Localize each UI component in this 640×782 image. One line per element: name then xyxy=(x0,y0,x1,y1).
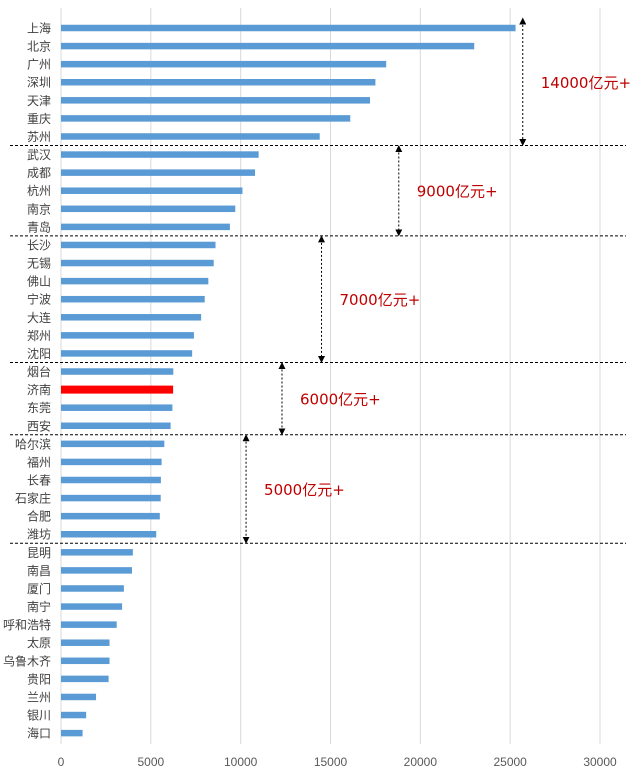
bar xyxy=(61,223,230,231)
category-label: 深圳 xyxy=(27,76,51,90)
bar xyxy=(61,530,157,538)
bar xyxy=(61,567,132,574)
category-label: 南京 xyxy=(27,201,51,216)
bar xyxy=(61,711,87,719)
bar xyxy=(61,151,259,158)
band-label: 7000亿元+ xyxy=(340,291,421,309)
bar xyxy=(61,259,214,267)
category-label: 东莞 xyxy=(27,401,51,415)
bar xyxy=(61,476,161,484)
bar xyxy=(61,295,205,303)
category-label: 昆明 xyxy=(27,546,51,560)
category-label: 无锡 xyxy=(27,256,51,271)
category-label: 武汉 xyxy=(27,148,51,162)
category-label: 天津 xyxy=(27,94,51,108)
bar xyxy=(61,205,236,213)
x-tick-label: 20000 xyxy=(404,755,438,769)
band-label: 6000亿元+ xyxy=(300,391,381,409)
x-tick-labels: 0 5000 10000 15000 20000 25000 30000 xyxy=(58,755,617,769)
bar xyxy=(61,277,209,285)
bar xyxy=(61,494,161,502)
category-label: 石家庄 xyxy=(15,491,51,506)
category-label: 长春 xyxy=(27,474,51,488)
band-label: 14000亿元+ xyxy=(541,74,631,92)
bar xyxy=(61,187,243,194)
bar xyxy=(61,97,371,104)
bar xyxy=(61,603,123,610)
bar xyxy=(61,60,387,68)
category-label: 青岛 xyxy=(27,219,51,234)
category-label: 呼和浩特 xyxy=(3,617,51,632)
category-label: 合肥 xyxy=(27,509,51,524)
bar xyxy=(61,314,202,321)
category-label: 南昌 xyxy=(27,563,51,578)
bar xyxy=(61,693,97,701)
bars xyxy=(61,24,516,737)
bar xyxy=(61,512,160,520)
bar xyxy=(61,368,174,375)
bar xyxy=(61,657,110,665)
category-label: 南宁 xyxy=(27,599,51,614)
bar xyxy=(61,585,124,592)
category-label: 成都 xyxy=(27,166,51,180)
x-tick-label: 5000 xyxy=(137,755,164,769)
bar xyxy=(61,458,162,466)
x-tick-label: 0 xyxy=(58,755,65,769)
category-label: 厦门 xyxy=(27,581,51,596)
bar xyxy=(61,621,117,628)
bar xyxy=(61,440,165,448)
category-label: 哈尔滨 xyxy=(15,436,51,451)
x-tick-label: 15000 xyxy=(314,755,348,769)
group-annotations: 14000亿元+ 9000亿元+ 7000亿元+ 6000亿元+ 5000亿元+ xyxy=(10,17,631,544)
bar xyxy=(61,24,516,32)
category-label: 苏州 xyxy=(27,130,51,144)
category-label: 福州 xyxy=(27,454,51,469)
category-label: 烟台 xyxy=(27,364,51,379)
category-label: 沈阳 xyxy=(27,346,51,361)
bar xyxy=(61,241,216,249)
category-label: 上海 xyxy=(27,21,51,36)
category-label: 佛山 xyxy=(27,275,51,289)
category-labels: 上海北京广州深圳天津重庆苏州武汉成都杭州南京青岛长沙无锡佛山宁波大连郑州沈阳烟台… xyxy=(3,21,51,741)
category-label: 北京 xyxy=(27,40,51,54)
category-label: 西安 xyxy=(27,418,51,433)
category-label: 大连 xyxy=(27,310,51,325)
category-label: 杭州 xyxy=(27,183,51,198)
category-label: 长沙 xyxy=(27,238,51,252)
grid-lines xyxy=(60,8,601,744)
bar xyxy=(61,115,351,122)
bar xyxy=(61,332,194,339)
x-tick-label: 10000 xyxy=(224,755,258,769)
category-label: 济南 xyxy=(27,382,51,397)
highlight-bar xyxy=(61,385,174,394)
x-tick-label: 30000 xyxy=(583,755,617,769)
bar xyxy=(61,422,171,430)
category-label: 潍坊 xyxy=(27,527,51,542)
bar xyxy=(61,78,376,86)
category-label: 太原 xyxy=(27,635,51,650)
bar xyxy=(61,639,110,646)
category-label: 重庆 xyxy=(27,112,51,126)
bar xyxy=(61,675,109,683)
category-label: 宁波 xyxy=(27,292,51,307)
band-label: 9000亿元+ xyxy=(417,183,498,201)
bar xyxy=(61,133,320,140)
category-label: 郑州 xyxy=(27,328,51,343)
category-label: 乌鲁木齐 xyxy=(3,653,51,668)
bar xyxy=(61,729,83,737)
category-label: 银川 xyxy=(27,709,51,723)
category-label: 广州 xyxy=(27,58,51,72)
category-label: 海口 xyxy=(27,726,51,741)
band-label: 5000亿元+ xyxy=(264,481,345,499)
category-label: 兰州 xyxy=(27,690,51,704)
bar xyxy=(61,169,256,176)
x-tick-label: 25000 xyxy=(493,755,527,769)
category-label: 贵阳 xyxy=(27,672,51,686)
bar xyxy=(61,549,133,556)
bar xyxy=(61,404,173,411)
bar xyxy=(61,42,475,50)
bar xyxy=(61,350,193,357)
